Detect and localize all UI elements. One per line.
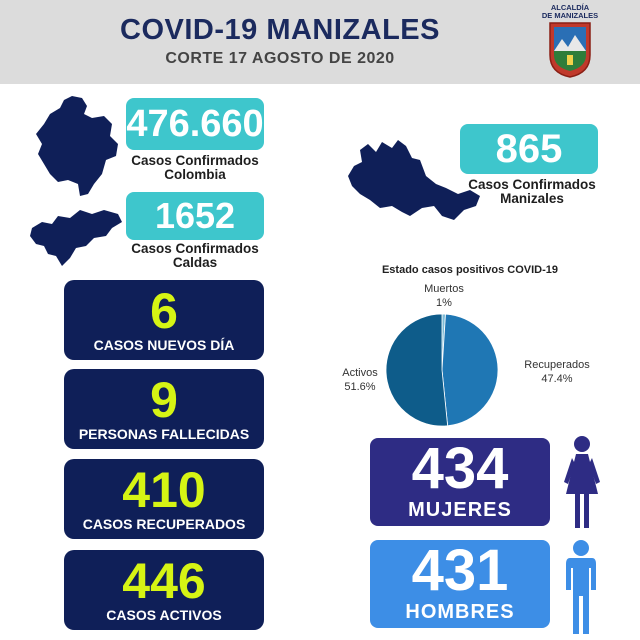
manizales-caption-line-1: Casos Confirmados [468,177,596,192]
caldas-caption-line-2: Caldas [172,255,218,270]
colombia-confirmed-value: 476.660 [126,98,264,150]
deaths-value: 9 [150,372,178,428]
pie-label-recuperados-name: Recuperados [524,359,590,371]
page-subtitle: CORTE 17 AGOSTO DE 2020 [165,50,395,67]
caldas-caption-line-1: Casos Confirmados [131,241,259,256]
recovered-card: 410 CASOS RECUPERADOS [64,459,264,539]
woman-icon [564,436,600,528]
manizales-map-icon [348,140,480,220]
active-value: 446 [122,553,206,609]
pie-label-recuperados: Recuperados 47.4% [510,358,604,386]
coat-of-arms-icon [549,22,591,78]
status-pie-chart [385,313,499,427]
colombia-caption-line-1: Casos Confirmados [131,153,259,168]
pie-label-activos: Activos 51.6% [330,366,390,394]
logo-line-2: DE MANIZALES [541,11,599,20]
active-label: CASOS ACTIVOS [106,607,222,623]
pie-label-activos-name: Activos [342,367,378,379]
manizales-confirmed-caption: Casos Confirmados Manizales [454,178,610,206]
colombia-caption-line-2: Colombia [164,167,226,182]
colombia-confirmed-caption: Casos Confirmados Colombia [118,154,272,182]
pie-chart-title: Estado casos positivos COVID-19 [381,264,559,276]
page-title: COVID-19 MANIZALES [120,14,440,46]
women-value: 434 [411,436,509,501]
pie-slice-activos [385,313,449,427]
pie-label-muertos: Muertos 1% [412,282,476,310]
logo-line-1: ALCALDÍA [550,3,590,12]
men-card: 431 HOMBRES [370,540,550,628]
man-icon [566,540,596,634]
new-cases-label: CASOS NUEVOS DÍA [93,337,235,353]
pie-label-muertos-value: 1% [436,297,452,309]
alcaldia-logo: ALCALDÍA DE MANIZALES [540,4,600,82]
recovered-label: CASOS RECUPERADOS [82,516,246,532]
caldas-confirmed-caption: Casos Confirmados Caldas [118,242,272,270]
deaths-card: 9 PERSONAS FALLECIDAS [64,369,264,449]
active-card: 446 CASOS ACTIVOS [64,550,264,630]
recovered-value: 410 [122,462,206,518]
header-banner: COVID-19 MANIZALES CORTE 17 AGOSTO DE 20… [0,0,640,84]
manizales-caption-line-2: Manizales [500,191,564,206]
men-value: 431 [411,538,509,603]
men-label: HOMBRES [405,601,515,623]
caldas-map-icon [30,210,122,266]
new-cases-card: 6 CASOS NUEVOS DÍA [64,280,264,360]
women-label: MUJERES [408,499,512,521]
pie-label-activos-value: 51.6% [344,381,376,393]
pie-label-recuperados-value: 47.4% [541,373,573,385]
pie-slice-recuperados [441,313,499,427]
women-card: 434 MUJERES [370,438,550,526]
deaths-label: PERSONAS FALLECIDAS [78,426,250,442]
manizales-confirmed-value: 865 [460,124,598,174]
colombia-map-icon [36,96,118,196]
new-cases-value: 6 [150,283,178,339]
pie-label-muertos-name: Muertos [424,283,464,295]
caldas-confirmed-value: 1652 [126,192,264,240]
